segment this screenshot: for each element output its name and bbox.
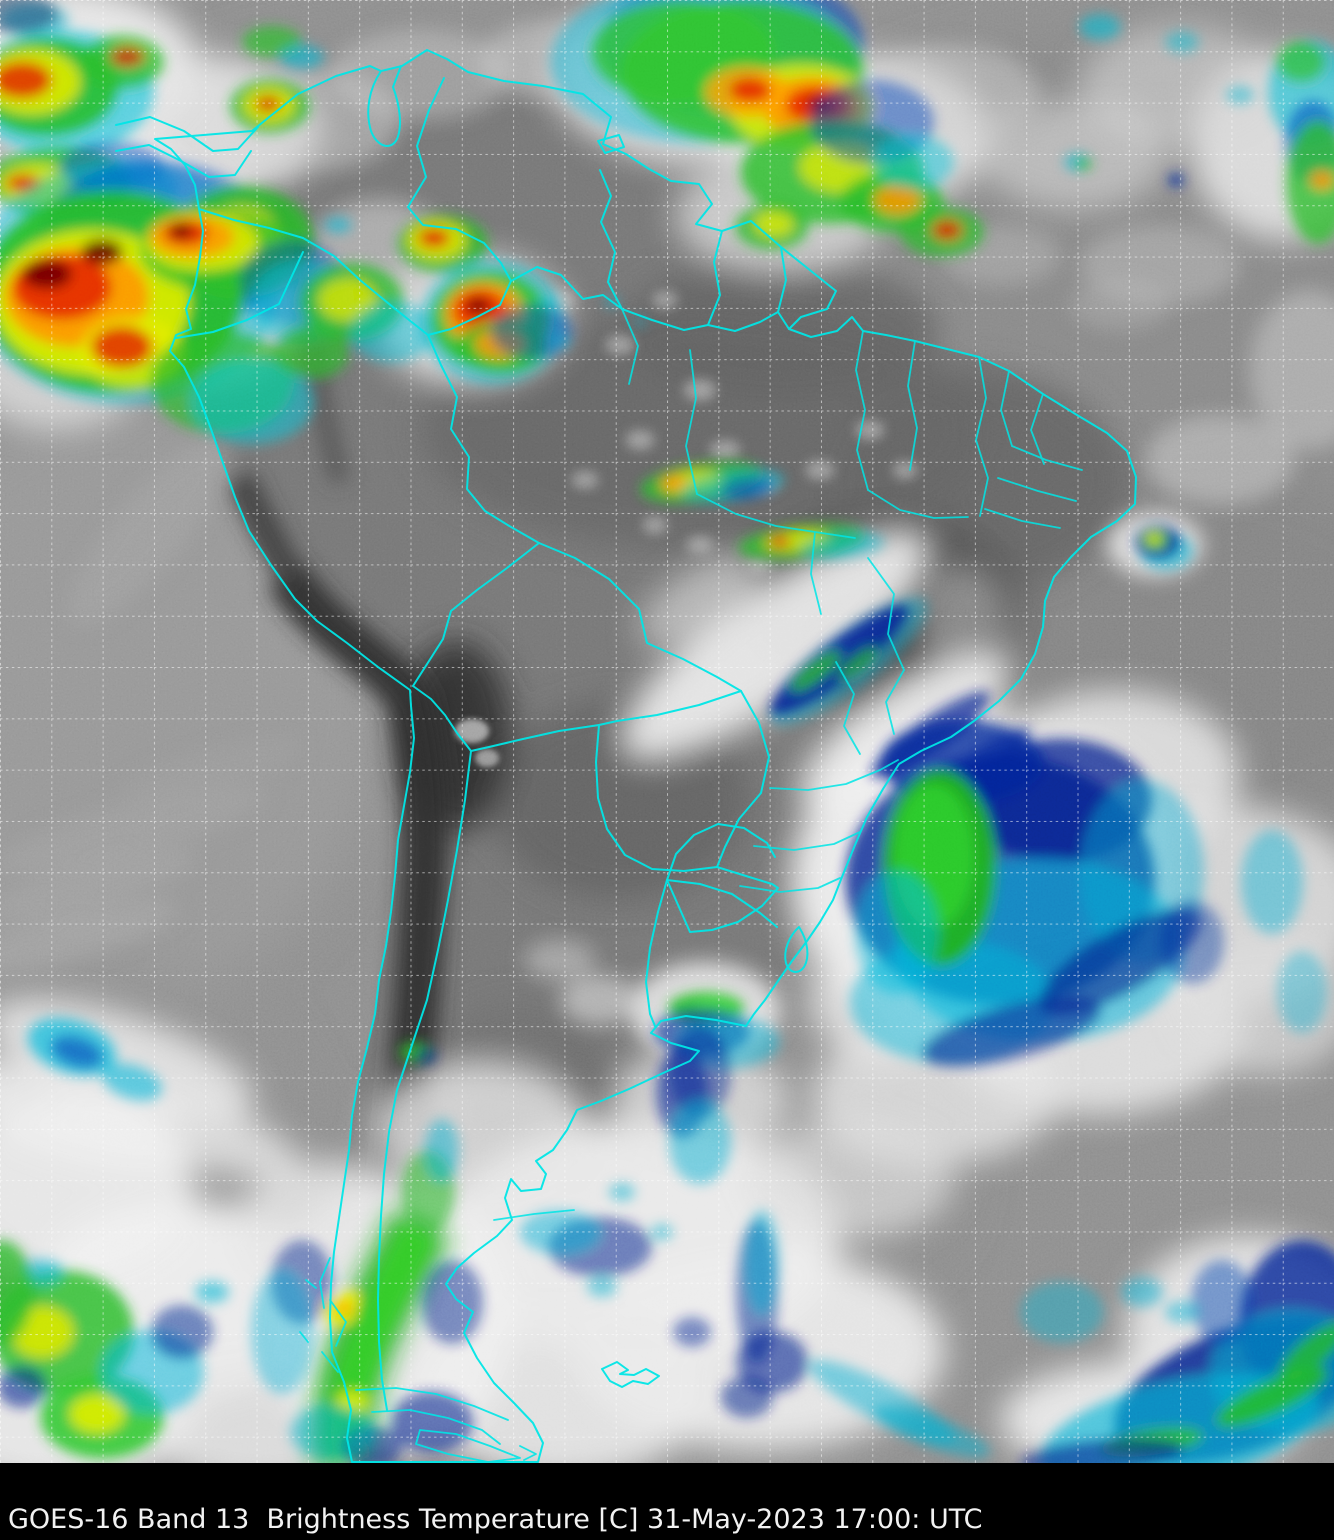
country-borders	[115, 49, 1137, 1463]
border-bol-bra	[538, 542, 742, 692]
border-col-ven	[407, 77, 512, 282]
lake-maracaibo	[367, 65, 402, 147]
border-col-bra	[427, 280, 512, 336]
border-per-bol	[412, 542, 540, 687]
patagonia-channels	[299, 1257, 537, 1463]
border-arg-uru	[645, 879, 668, 1027]
border-bol-par	[598, 690, 742, 726]
border-bra-arg-misiones	[666, 823, 776, 881]
trinidad-island	[597, 134, 625, 154]
border-guy-sur	[707, 230, 723, 326]
caption-bar: GOES-16 Band 13 Brightness Temperature […	[0, 1463, 1334, 1540]
border-guy-ven	[599, 169, 623, 310]
border-bol-arg	[470, 724, 600, 752]
border-col-ecu	[198, 208, 304, 239]
border-guf-bra	[777, 311, 790, 330]
border-ecu-per	[175, 251, 304, 339]
graticule	[0, 0, 1334, 1463]
border-bol-chi	[412, 685, 472, 752]
border-per-bra	[427, 334, 540, 544]
panama-coast	[115, 144, 252, 178]
satellite-image	[0, 0, 1334, 1463]
falkland-islands	[601, 1361, 660, 1388]
border-col-per	[302, 237, 429, 336]
brazil-state-borders	[493, 308, 1083, 1221]
border-par-bra	[716, 690, 770, 868]
lagoa-mirim	[784, 926, 809, 973]
border-sur-guf	[777, 246, 787, 313]
border-chi-arg	[377, 750, 472, 1411]
caption-text: GOES-16 Band 13 Brightness Temperature […	[8, 1504, 983, 1535]
border-ven-bra	[510, 266, 623, 310]
satellite-map	[0, 0, 1334, 1463]
border-bra-uru	[666, 879, 778, 928]
panama-coast	[115, 116, 259, 152]
border-par-arg	[595, 724, 718, 872]
border-bra-arg	[666, 866, 779, 933]
